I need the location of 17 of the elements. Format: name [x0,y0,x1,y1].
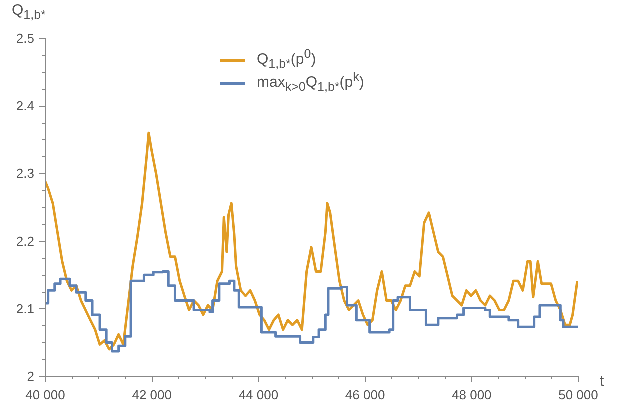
line-series [46,132,578,351]
legend-label: max$_{k>0}$Q$_{1,b*}$(p$^{k}$) [257,70,364,94]
y-axis-title: Q$_{1,b*}$ [12,1,46,24]
x-tick-label: 46 000 [345,388,386,402]
y-tick-label: 2.4 [16,98,35,114]
y-tick-label: 2 [27,369,35,384]
x-tick-label: 50 000 [558,388,598,402]
x-tick-label: 48 000 [452,388,492,402]
legend-label: Q$_{1,b*}$(p$^{0}$) [256,46,318,71]
y-tick-label: 2.2 [16,234,35,249]
x-axis-title: t [600,372,604,392]
x-tick-label: 44 000 [238,388,279,402]
x-tick-label: 42 000 [132,388,172,402]
y-tick-label: 2.5 [16,31,35,46]
x-tick-label: 40 000 [26,388,66,402]
y-tick-label: 2.3 [16,166,35,182]
y-tick-label: 2.1 [16,301,35,316]
